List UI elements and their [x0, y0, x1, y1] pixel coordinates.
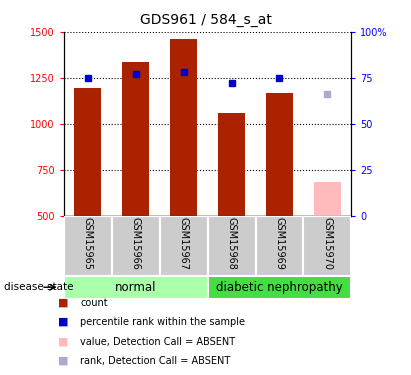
Bar: [171, 39, 197, 216]
Bar: [159, 216, 208, 276]
Bar: [218, 113, 245, 216]
Text: value, Detection Call = ABSENT: value, Detection Call = ABSENT: [80, 337, 235, 346]
Text: GSM15966: GSM15966: [131, 217, 141, 270]
Text: GSM15970: GSM15970: [323, 217, 332, 270]
Text: diabetic nephropathy: diabetic nephropathy: [216, 281, 343, 294]
Bar: [64, 276, 208, 299]
Bar: [208, 276, 351, 299]
Text: GDS961 / 584_s_at: GDS961 / 584_s_at: [140, 13, 271, 27]
Text: ■: ■: [58, 298, 68, 307]
Bar: [208, 216, 256, 276]
Text: disease state: disease state: [4, 282, 74, 292]
Text: GSM15965: GSM15965: [83, 217, 92, 270]
Text: GSM15969: GSM15969: [275, 217, 284, 270]
Bar: [303, 216, 351, 276]
Text: GSM15967: GSM15967: [179, 217, 189, 270]
Text: count: count: [80, 298, 108, 307]
Bar: [122, 62, 149, 216]
Bar: [256, 216, 303, 276]
Bar: [74, 88, 101, 216]
Text: normal: normal: [115, 281, 156, 294]
Bar: [64, 216, 112, 276]
Bar: [112, 216, 159, 276]
Text: GSM15968: GSM15968: [226, 217, 236, 270]
Text: ■: ■: [58, 337, 68, 346]
Bar: [266, 93, 293, 216]
Text: ■: ■: [58, 317, 68, 327]
Bar: [314, 182, 341, 216]
Text: rank, Detection Call = ABSENT: rank, Detection Call = ABSENT: [80, 356, 231, 366]
Text: percentile rank within the sample: percentile rank within the sample: [80, 317, 245, 327]
Text: ■: ■: [58, 356, 68, 366]
